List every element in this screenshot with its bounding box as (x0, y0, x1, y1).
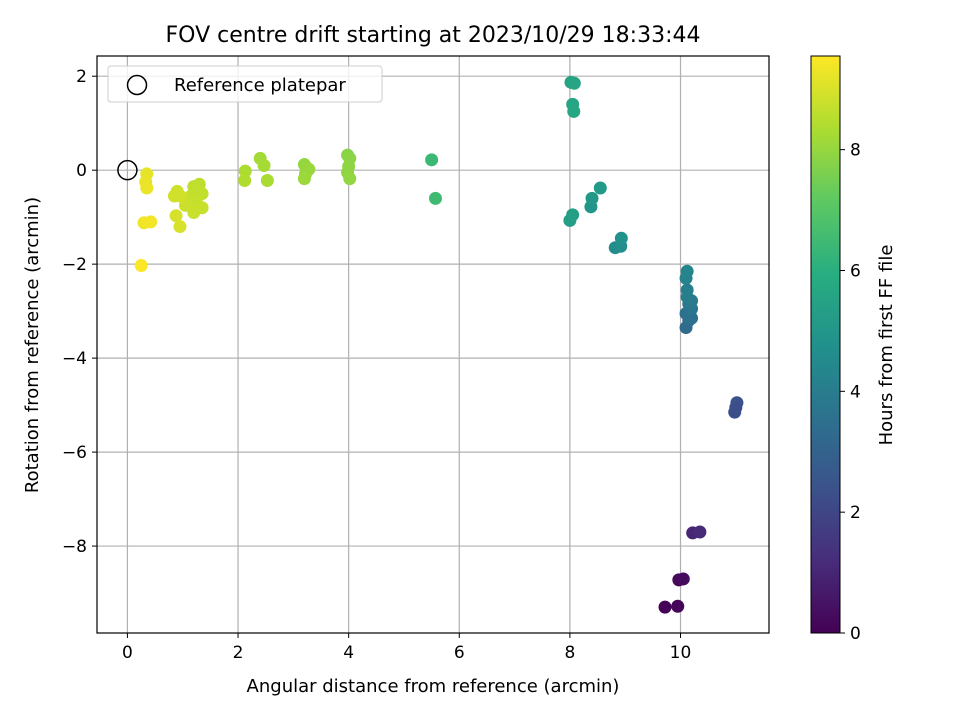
data-point (693, 525, 707, 539)
chart-title: FOV centre drift starting at 2023/10/29 … (166, 23, 701, 48)
legend: Reference platepar (107, 65, 383, 103)
data-point (680, 283, 694, 297)
y-tick-label: −8 (62, 537, 87, 557)
y-tick-label: −2 (62, 255, 87, 275)
data-point (566, 208, 580, 222)
y-axis-label: Rotation from reference (arcmin) (22, 197, 43, 493)
x-tick-label: 8 (564, 643, 575, 663)
data-point (144, 215, 158, 229)
data-point (140, 181, 154, 195)
data-point (567, 104, 581, 118)
legend-box (107, 65, 383, 103)
grid-lines (97, 56, 769, 633)
plot-frame (96, 55, 770, 634)
data-point (238, 164, 252, 178)
data-point (134, 259, 148, 273)
reference-point (117, 159, 138, 181)
data-point (169, 209, 183, 223)
data-point (173, 220, 187, 234)
y-tick-label: 2 (76, 67, 87, 87)
data-point (658, 600, 672, 614)
data-point (614, 231, 628, 245)
data-point (729, 400, 743, 414)
x-axis-label: Angular distance from reference (arcmin) (247, 676, 620, 697)
x-tick-label: 4 (343, 643, 354, 663)
data-point (178, 198, 192, 212)
x-tick-label: 2 (233, 643, 244, 663)
colorbar (810, 55, 841, 634)
data-point (260, 174, 274, 188)
data-point (671, 599, 685, 613)
x-tick-label: 0 (122, 643, 133, 663)
y-tick-label: −4 (62, 349, 87, 369)
data-point (297, 172, 311, 186)
data-point (676, 572, 690, 586)
y-axis-ticks: −8 −6 −4 −2 0 2 (62, 67, 97, 557)
colorbar-tick-label: 4 (850, 382, 861, 402)
reference-marker (117, 159, 138, 181)
legend-label: Reference platepar (174, 75, 346, 96)
data-point (680, 264, 694, 278)
data-points (134, 75, 744, 614)
colorbar-tick-label: 6 (850, 261, 861, 281)
data-point (585, 191, 599, 205)
data-point (173, 189, 187, 203)
data-point (425, 153, 439, 167)
x-tick-label: 6 (454, 643, 465, 663)
y-tick-label: −6 (62, 443, 87, 463)
y-tick-label: 0 (76, 161, 87, 181)
colorbar-tick-label: 8 (850, 141, 861, 161)
data-point (238, 174, 252, 188)
data-point (593, 181, 607, 195)
colorbar-tick-label: 2 (850, 503, 861, 523)
x-tick-label: 10 (670, 643, 692, 663)
colorbar-ticks: 0 2 4 6 8 (840, 141, 861, 644)
data-point (257, 158, 271, 172)
data-point (567, 76, 581, 90)
x-axis-ticks: 0 2 4 6 8 10 (122, 633, 691, 663)
legend-marker-icon (126, 74, 148, 96)
colorbar-label: Hours from first FF file (876, 245, 897, 446)
colorbar-tick-label: 0 (850, 624, 861, 644)
data-point (343, 172, 357, 186)
data-point (195, 187, 209, 201)
data-point (428, 191, 442, 205)
